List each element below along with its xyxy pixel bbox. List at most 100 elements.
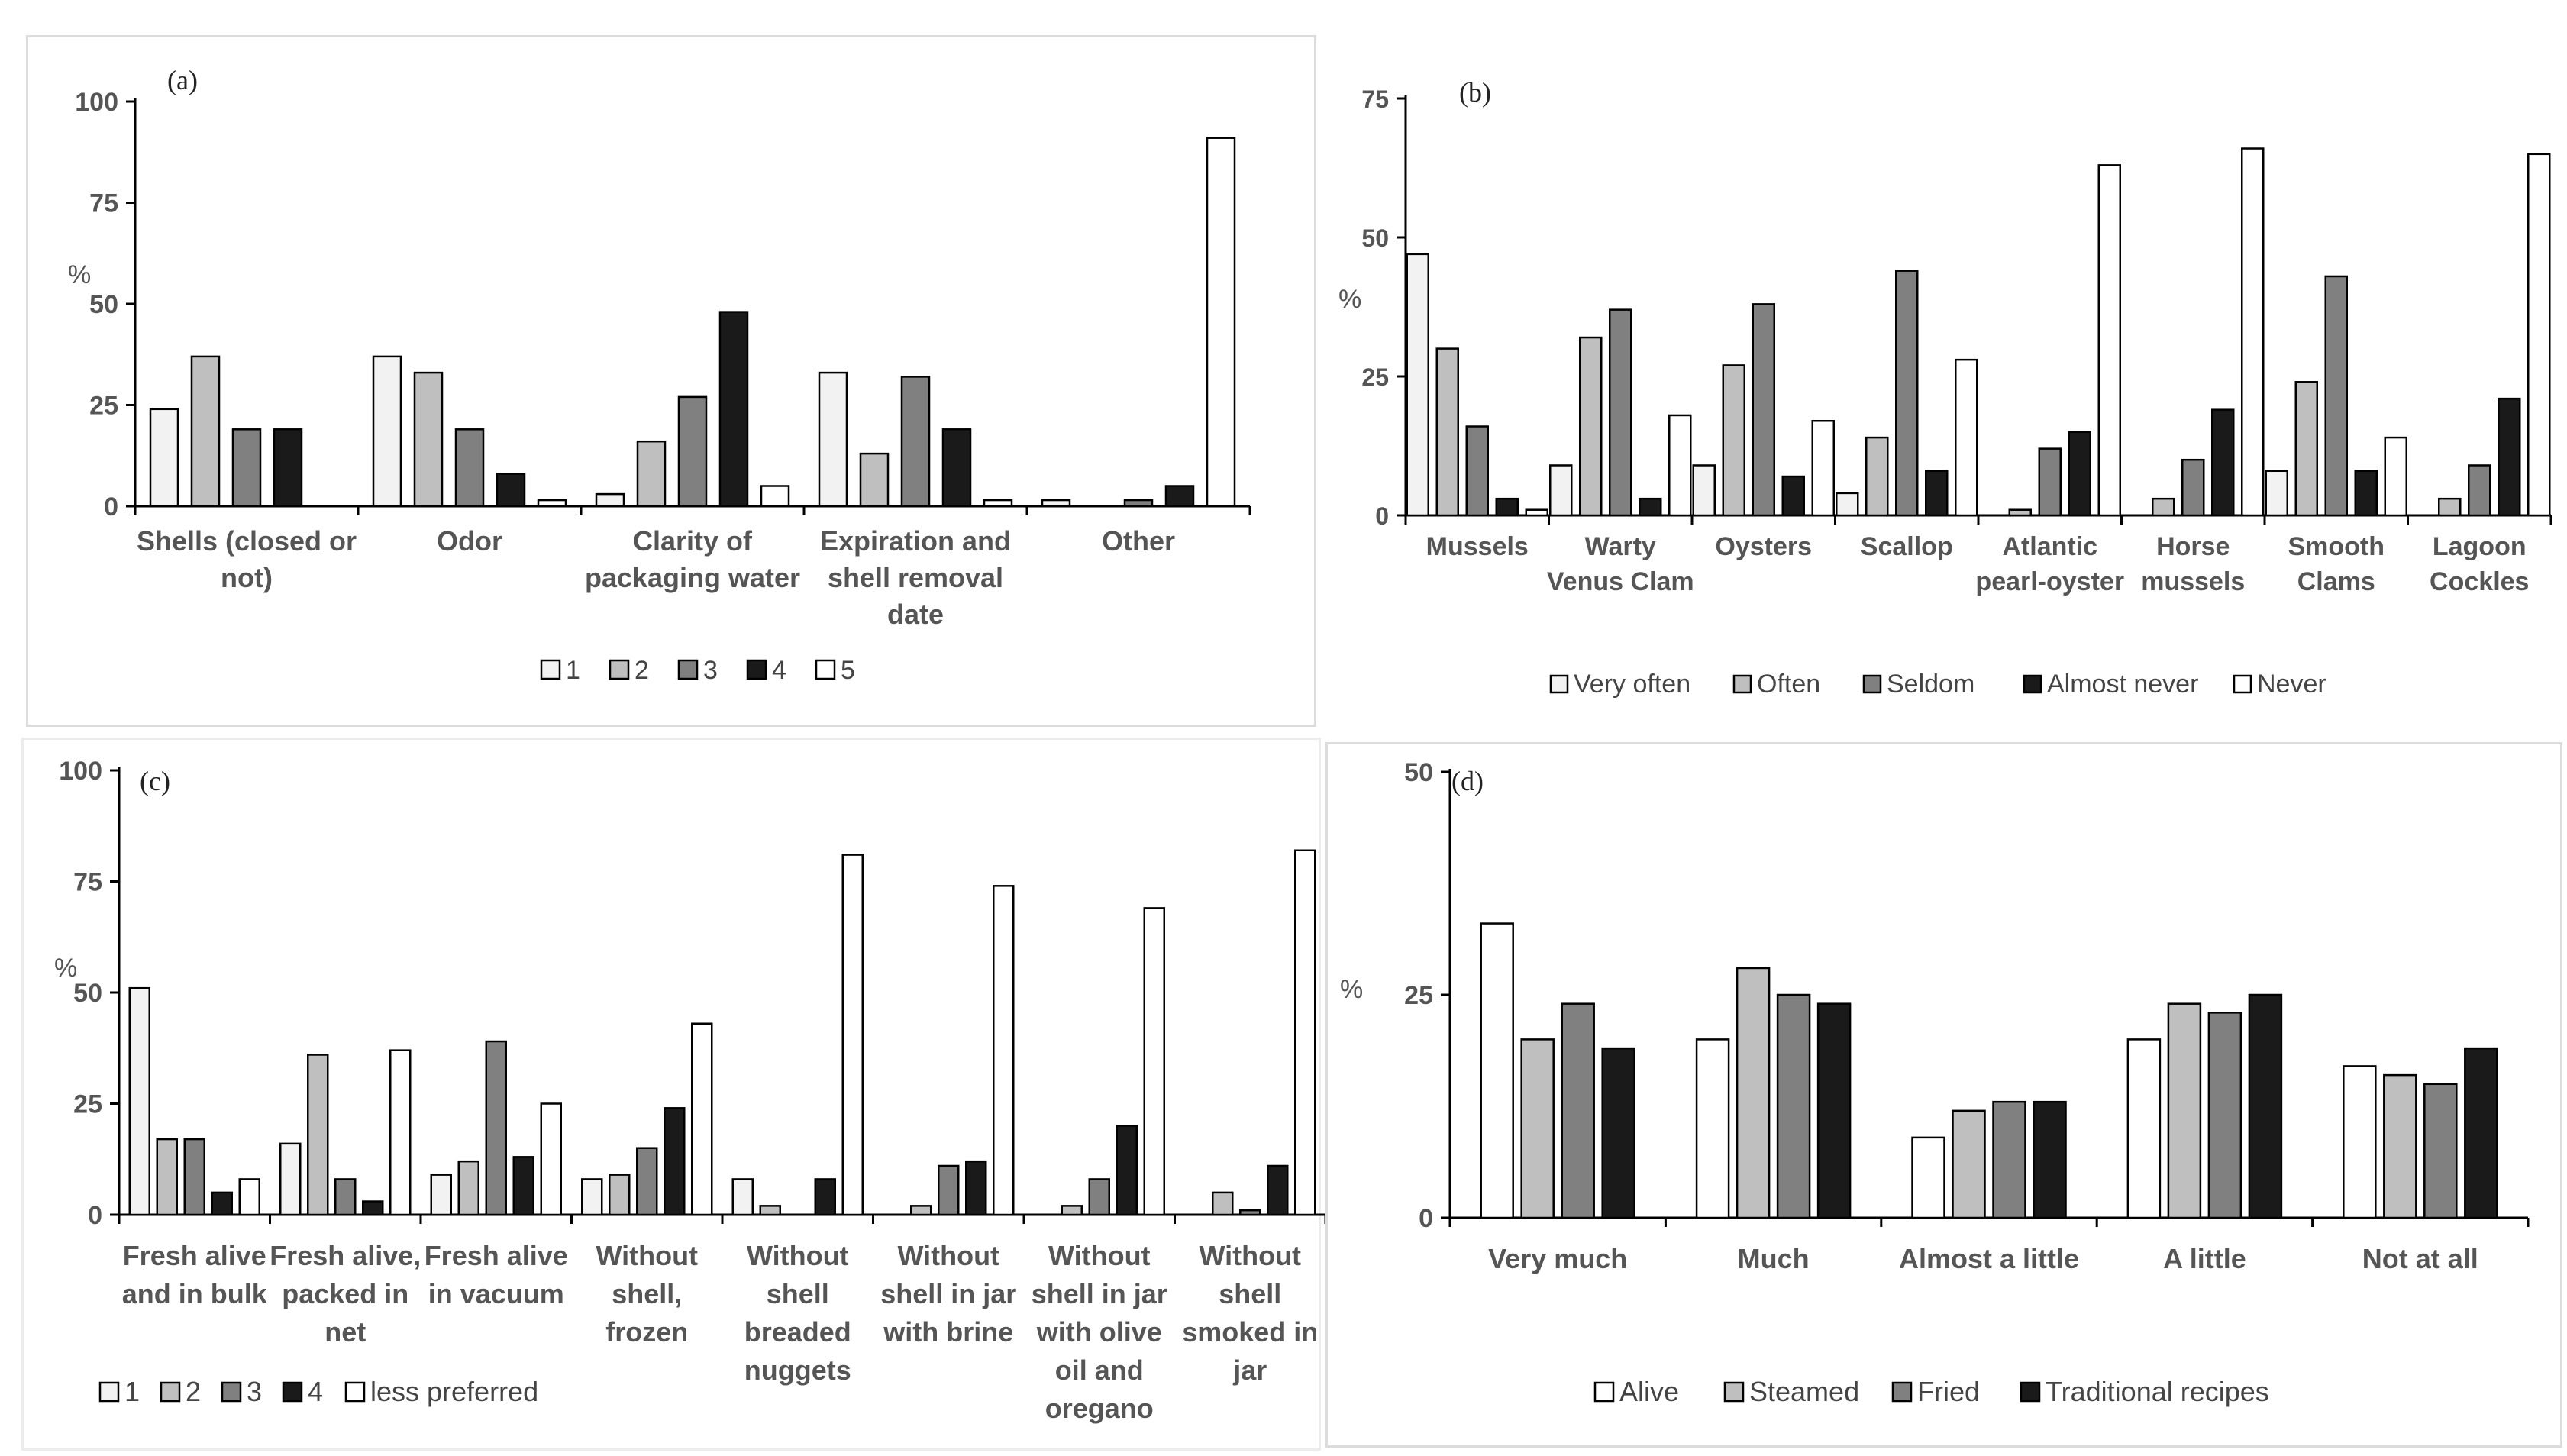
bar	[2354, 470, 2378, 517]
x-category-label: Without	[1048, 1240, 1151, 1271]
y-tick-label: 25	[73, 1090, 102, 1119]
bar	[1406, 253, 1429, 517]
x-category-label: Without	[747, 1240, 849, 1271]
bar	[1692, 464, 1716, 517]
x-category-label: Fresh alive,	[270, 1240, 421, 1271]
bar	[941, 428, 972, 508]
x-category-label: shell	[767, 1278, 829, 1309]
bar	[372, 355, 402, 508]
x-category-label: Fresh alive	[425, 1240, 568, 1271]
bar	[983, 499, 1013, 508]
bar	[1164, 485, 1195, 508]
bar	[760, 485, 790, 508]
panel-label: (c)	[140, 766, 170, 796]
legend-label: 3	[703, 656, 718, 685]
x-category-label: mussels	[2141, 567, 2245, 596]
bar	[2294, 381, 2318, 517]
x-category-label: smoked in	[1182, 1316, 1318, 1348]
panel-label: (d)	[1451, 766, 1484, 796]
bar	[537, 499, 567, 508]
bar	[1952, 1109, 1986, 1219]
y-tick-label: 50	[73, 979, 102, 1008]
bar	[1695, 1038, 1730, 1219]
y-tick-label: 100	[75, 88, 118, 117]
bar	[1736, 967, 1771, 1219]
legend-swatch	[282, 1381, 303, 1403]
chart-d-svg: (d)% 0 25 50 Very much Much Almost a little A l…	[1340, 758, 2530, 1407]
bar	[718, 311, 749, 508]
bar	[1294, 849, 1316, 1216]
bar	[1561, 1002, 1595, 1219]
y-tick-label: 25	[89, 392, 118, 421]
x-category-label: Clarity of	[633, 525, 753, 557]
x-category-label: Mussels	[1426, 532, 1529, 561]
x-category-label: date	[887, 599, 944, 630]
bar	[938, 1164, 960, 1216]
y-tick-label: 50	[1404, 758, 1433, 787]
bar	[1465, 425, 1489, 517]
x-category-label: and in bulk	[122, 1278, 268, 1309]
legend-swatch	[221, 1381, 242, 1403]
bar	[273, 428, 303, 508]
bar	[1816, 1002, 1852, 1219]
legend-label: Alive	[1619, 1376, 1679, 1407]
bar	[279, 1142, 302, 1216]
bar	[2464, 1047, 2498, 1219]
y-axis-label: %	[54, 954, 77, 983]
x-category-label: shell	[1219, 1278, 1281, 1309]
bar	[691, 1022, 713, 1216]
x-category-label: Shells (closed or	[137, 525, 357, 557]
legend-swatch	[1862, 674, 1882, 694]
legend-label: 1	[566, 656, 580, 685]
x-category-label: Lagoon	[2433, 532, 2527, 561]
bar	[2384, 436, 2407, 517]
bar	[183, 1138, 205, 1216]
bar	[1480, 922, 1514, 1219]
legend-swatch	[677, 659, 699, 680]
x-category-label: jar	[1232, 1354, 1267, 1386]
bar	[1525, 508, 1548, 517]
legend-swatch	[540, 659, 561, 680]
bar	[1123, 499, 1154, 508]
bar	[1601, 1047, 1635, 1219]
y-tick-label: 0	[88, 1201, 102, 1230]
legend-label: Never	[2257, 670, 2326, 699]
x-category-label: Venus Clam	[1547, 567, 1694, 596]
bar	[238, 1178, 260, 1216]
bar	[413, 371, 444, 508]
legend-label: 3	[247, 1376, 262, 1407]
x-category-label: breaded	[744, 1316, 851, 1348]
y-tick-label: 25	[1361, 363, 1389, 391]
bar	[1579, 336, 1603, 517]
bar	[859, 452, 890, 508]
x-category-label: Expiration and	[820, 525, 1011, 557]
bar	[2038, 447, 2062, 517]
legend-label: 5	[841, 656, 855, 685]
x-category-label: frozen	[605, 1316, 688, 1348]
chart-panel-c: (c)% 0 25 50 75 100 Fresh alive and in bulk Fres…	[21, 738, 1327, 1451]
x-category-label: packaging water	[585, 562, 800, 593]
x-category-label: Much	[1738, 1243, 1810, 1274]
legend-label: Almost never	[2047, 670, 2198, 699]
bar	[1992, 1100, 2026, 1219]
y-tick-label: 0	[1419, 1204, 1433, 1233]
bar	[1212, 1191, 1234, 1216]
bar	[1776, 993, 1811, 1219]
bar	[1239, 1209, 1261, 1216]
x-category-label: oregano	[1045, 1393, 1154, 1424]
bar	[149, 408, 179, 508]
y-tick-label: 50	[1361, 224, 1389, 252]
bar	[1267, 1164, 1289, 1216]
y-tick-label: 75	[73, 868, 102, 897]
x-category-label: with brine	[883, 1316, 1013, 1348]
legend-swatch	[746, 659, 767, 680]
x-category-label: nuggets	[744, 1354, 851, 1386]
bar	[2468, 464, 2491, 517]
bar	[2498, 397, 2521, 517]
y-tick-label: 75	[1361, 86, 1389, 113]
bar	[2097, 164, 2121, 517]
bar	[636, 1147, 658, 1216]
legend-label: Steamed	[1749, 1376, 1859, 1407]
panel-label: (b)	[1459, 77, 1491, 108]
